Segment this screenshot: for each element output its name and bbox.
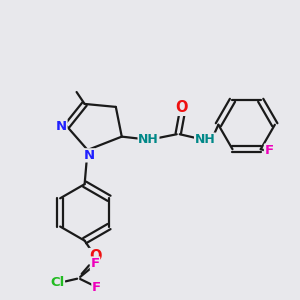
Text: O: O xyxy=(89,249,101,264)
Text: Cl: Cl xyxy=(50,276,64,290)
Text: O: O xyxy=(176,100,188,115)
Text: NH: NH xyxy=(138,133,159,146)
Text: F: F xyxy=(265,144,274,157)
Text: F: F xyxy=(91,257,100,270)
Text: F: F xyxy=(92,281,101,294)
Text: NH: NH xyxy=(195,133,215,146)
Text: N: N xyxy=(56,120,67,133)
Text: N: N xyxy=(83,149,94,162)
